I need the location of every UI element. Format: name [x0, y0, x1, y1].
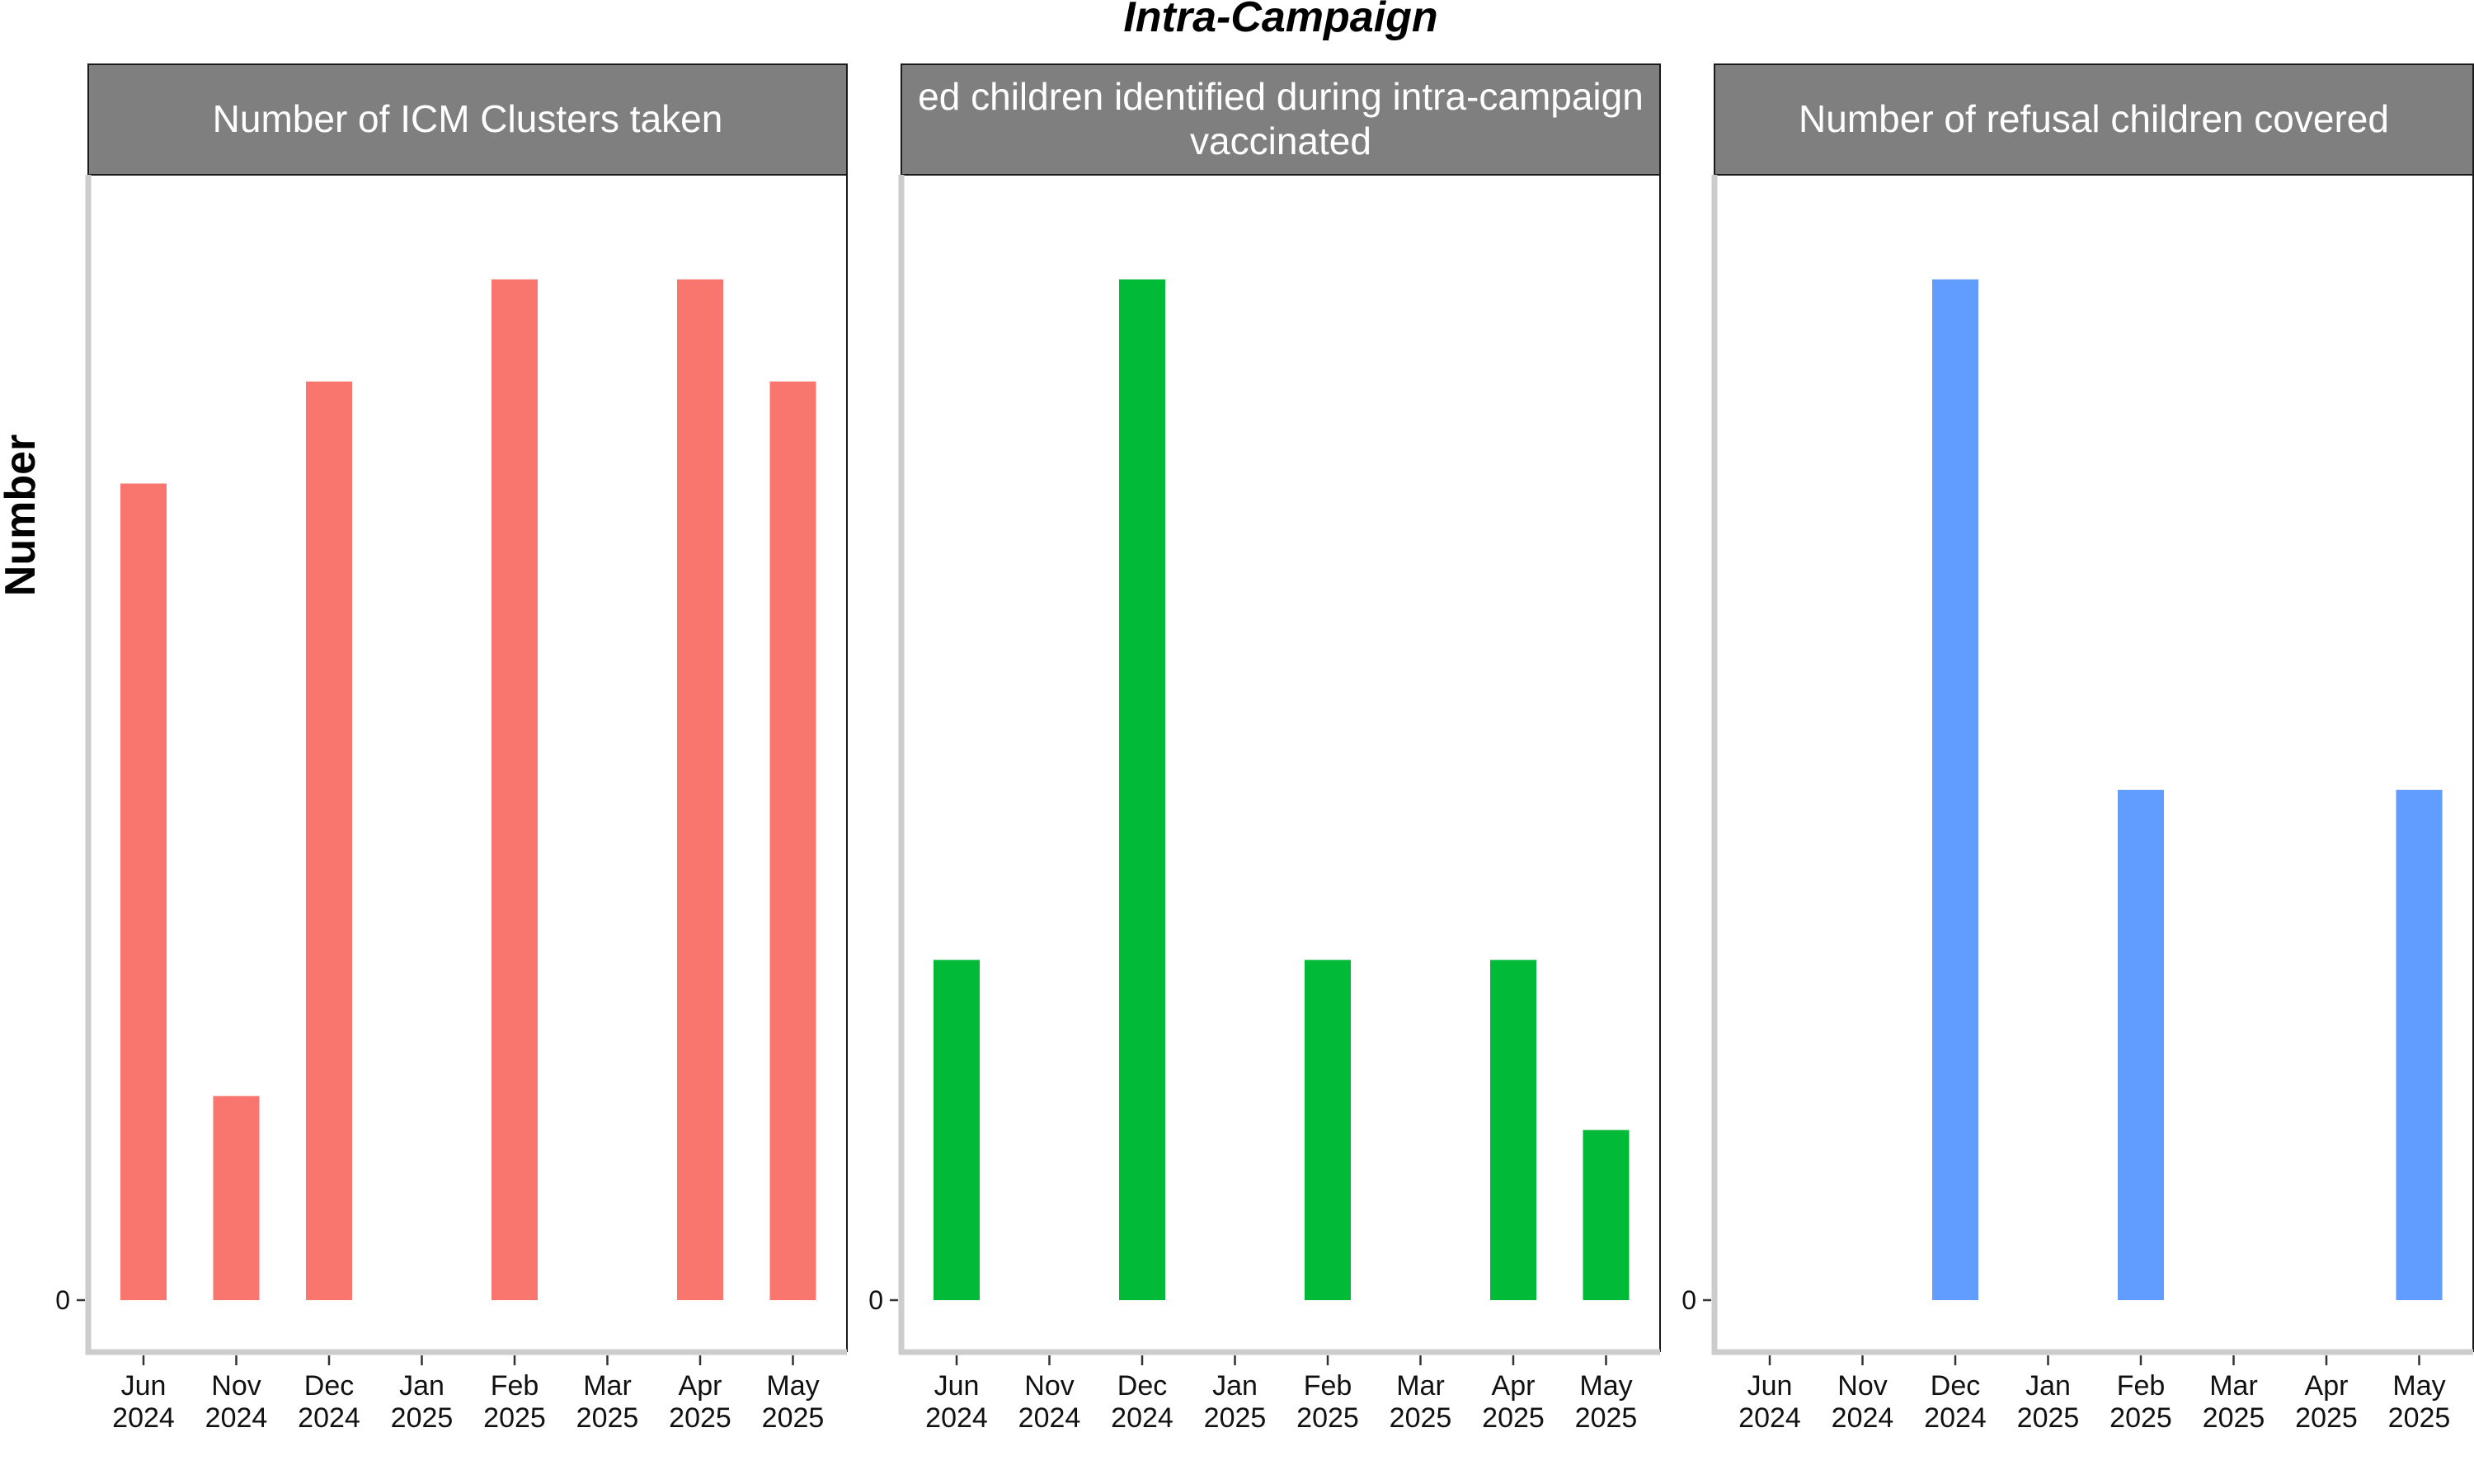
bar	[2396, 789, 2443, 1300]
x-tick-label: 2025	[2295, 1402, 2358, 1434]
x-tick-label: Feb	[2117, 1370, 2166, 1402]
x-tick-label: 2025	[2203, 1402, 2265, 1434]
bar	[677, 279, 723, 1300]
x-tick-label: May	[2392, 1370, 2445, 1402]
x-tick-label: Jun	[1747, 1370, 1793, 1402]
x-tick-label: Apr	[679, 1370, 722, 1402]
x-tick-label: Nov	[211, 1370, 261, 1402]
x-tick-label: May	[766, 1370, 819, 1402]
x-tick-label: 2025	[2017, 1402, 2080, 1434]
y-tick-label: 0	[1681, 1285, 1696, 1315]
bar	[1932, 279, 1978, 1300]
y-axis-label: Number	[0, 434, 45, 596]
x-tick-label: 2025	[1482, 1402, 1545, 1434]
x-tick-label: 2024	[205, 1402, 268, 1434]
bar	[1583, 1129, 1630, 1300]
x-tick-label: 2024	[1924, 1402, 1987, 1434]
x-tick-label: Feb	[491, 1370, 539, 1402]
bar	[1305, 960, 1351, 1300]
x-tick-label: 2025	[669, 1402, 731, 1434]
x-tick-label: 2024	[1738, 1402, 1801, 1434]
x-tick-label: Mar	[583, 1370, 632, 1402]
x-tick-label: Mar	[1396, 1370, 1445, 1402]
y-tick-label: 0	[868, 1285, 883, 1315]
x-tick-label: Nov	[1024, 1370, 1074, 1402]
facet-panel: ed children identified during intra-camp…	[868, 63, 1661, 1434]
x-tick-label: Apr	[2305, 1370, 2349, 1402]
bar	[1119, 279, 1165, 1300]
x-tick-label: Dec	[1931, 1370, 1980, 1402]
bar	[769, 381, 816, 1300]
x-tick-label: Jan	[1212, 1370, 1258, 1402]
x-tick-label: Apr	[1492, 1370, 1536, 1402]
x-tick-label: Nov	[1837, 1370, 1887, 1402]
x-tick-label: Jun	[934, 1370, 980, 1402]
facet-strip-title: vaccinated	[1190, 120, 1371, 162]
x-tick-label: 2025	[2109, 1402, 2172, 1434]
bar	[934, 960, 980, 1300]
x-tick-label: 2025	[1390, 1402, 1452, 1434]
x-tick-label: 2025	[391, 1402, 454, 1434]
x-tick-label: 2025	[1204, 1402, 1267, 1434]
y-tick-label: 0	[55, 1285, 70, 1315]
chart-title: Intra-Campaign	[1123, 0, 1437, 41]
chart-panels: Number of ICM Clusters taken0Jun2024Nov2…	[55, 63, 2474, 1434]
x-tick-label: 2024	[1111, 1402, 1174, 1434]
x-tick-label: May	[1579, 1370, 1632, 1402]
x-tick-label: Jan	[2025, 1370, 2071, 1402]
x-tick-label: Jan	[399, 1370, 444, 1402]
facet-panel: Number of refusal children covered0Jun20…	[1681, 63, 2474, 1434]
facet-strip-title: ed children identified during intra-camp…	[918, 75, 1644, 118]
bar	[492, 279, 538, 1300]
x-tick-label: Mar	[2209, 1370, 2258, 1402]
bar	[213, 1096, 260, 1300]
x-tick-label: 2025	[576, 1402, 639, 1434]
x-tick-label: Dec	[1117, 1370, 1167, 1402]
facet-strip-title: Number of refusal children covered	[1799, 97, 2389, 140]
x-tick-label: 2025	[2388, 1402, 2451, 1434]
x-tick-label: 2024	[298, 1402, 360, 1434]
x-tick-label: 2024	[1018, 1402, 1081, 1434]
bar	[2118, 789, 2164, 1300]
facet-panel: Number of ICM Clusters taken0Jun2024Nov2…	[55, 63, 848, 1434]
facet-strip	[87, 63, 848, 176]
facet-strip	[901, 63, 1661, 176]
x-tick-label: Jun	[121, 1370, 167, 1402]
bar	[306, 381, 352, 1300]
x-tick-label: 2024	[1832, 1402, 1894, 1434]
bar	[1490, 960, 1536, 1300]
x-tick-label: 2025	[762, 1402, 825, 1434]
x-tick-label: Dec	[304, 1370, 354, 1402]
x-tick-label: 2025	[1575, 1402, 1638, 1434]
x-tick-label: 2024	[112, 1402, 175, 1434]
x-tick-label: 2024	[925, 1402, 988, 1434]
x-tick-label: 2025	[1296, 1402, 1359, 1434]
x-tick-label: Feb	[1304, 1370, 1352, 1402]
facet-strip-title: Number of ICM Clusters taken	[213, 97, 723, 140]
x-tick-label: 2025	[483, 1402, 546, 1434]
bar	[120, 483, 167, 1300]
